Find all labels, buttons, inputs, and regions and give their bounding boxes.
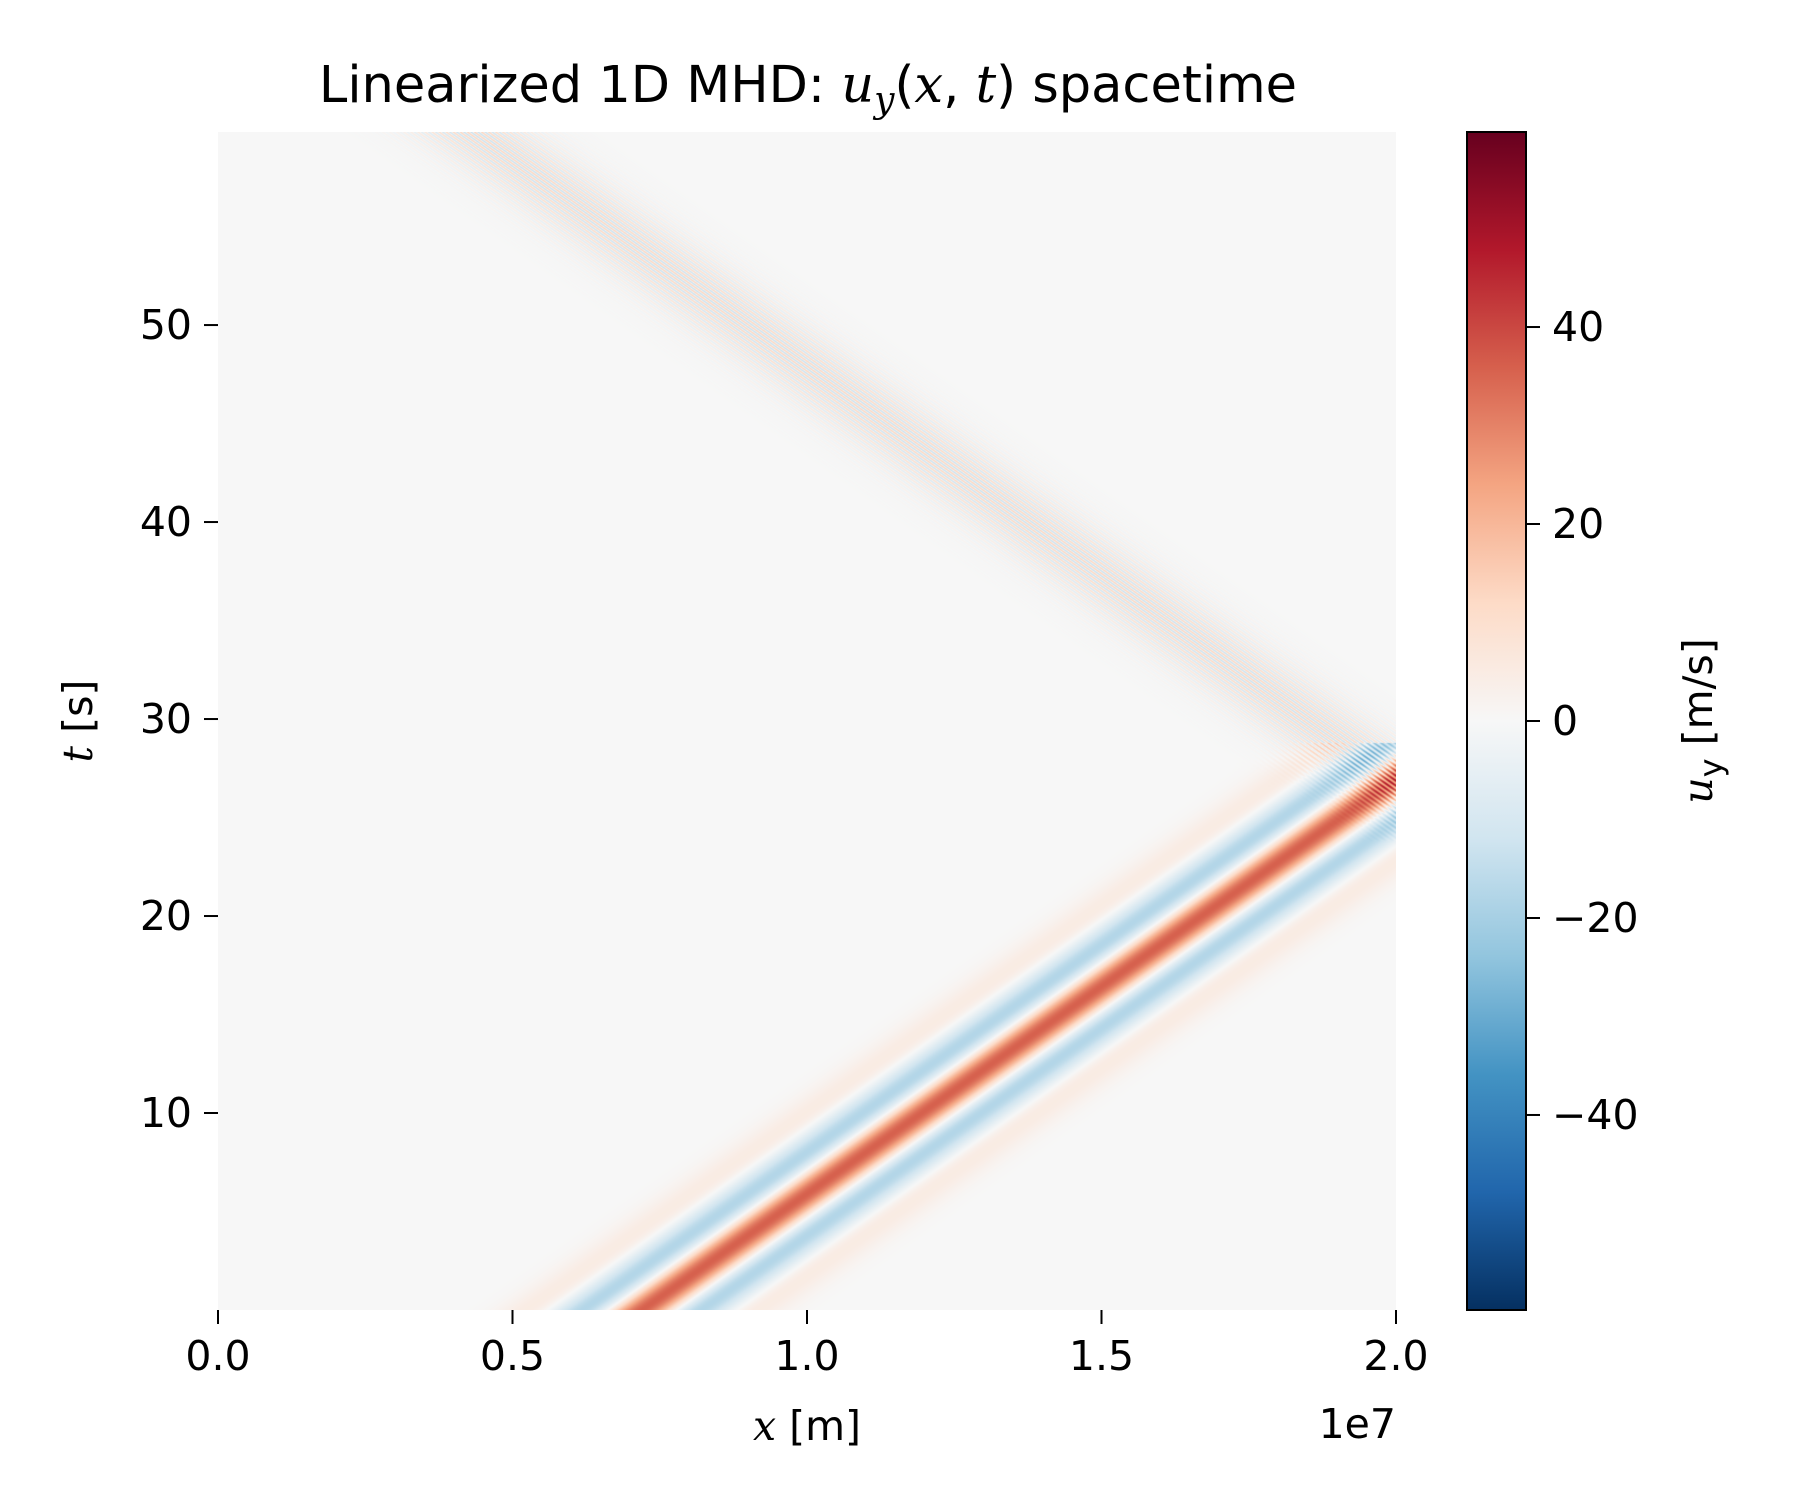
x-tick-label: 2.0 [1363,1332,1428,1380]
y-tick-label: 10 [140,1089,192,1137]
y-tick-label: 30 [140,695,192,743]
x-axis-offset-text: 1e7 [1319,1400,1396,1448]
y-tick-label: 20 [140,892,192,940]
x-axis-label: x [m] [753,1402,861,1450]
heatmap-field-container [218,132,1396,1310]
y-tick-label: 50 [140,301,192,349]
colorbar-label: uy [m/s] [1674,638,1730,803]
colorbar-tick-label: −20 [1552,894,1639,942]
x-axis-ticks: 0.0 0.5 1.0 1.5 2.0 [185,1310,1429,1380]
x-tick-label: 0.0 [185,1332,250,1380]
chart-title: Linearized 1D MHD: uy(x, t) spacetime [319,56,1297,121]
x-tick-label: 1.0 [774,1332,839,1380]
colorbar: 40 20 0 −20 −40 [1466,131,1639,1311]
y-axis-ticks: 10 20 30 40 50 [140,301,218,1137]
colorbar-ticks: 40 20 0 −20 −40 [1526,303,1639,1139]
x-tick-label: 0.5 [480,1332,545,1380]
colorbar-gradient [1467,132,1526,1310]
colorbar-tick-label: 20 [1552,500,1604,548]
colorbar-tick-label: −40 [1552,1091,1639,1139]
heatmap-field [218,132,1396,1310]
y-axis-label: t [s] [54,680,102,763]
colorbar-tick-label: 0 [1552,697,1578,745]
colorbar-tick-label: 40 [1552,303,1604,351]
x-tick-label: 1.5 [1069,1332,1134,1380]
plot-area [218,132,1396,1310]
y-tick-label: 40 [140,498,192,546]
